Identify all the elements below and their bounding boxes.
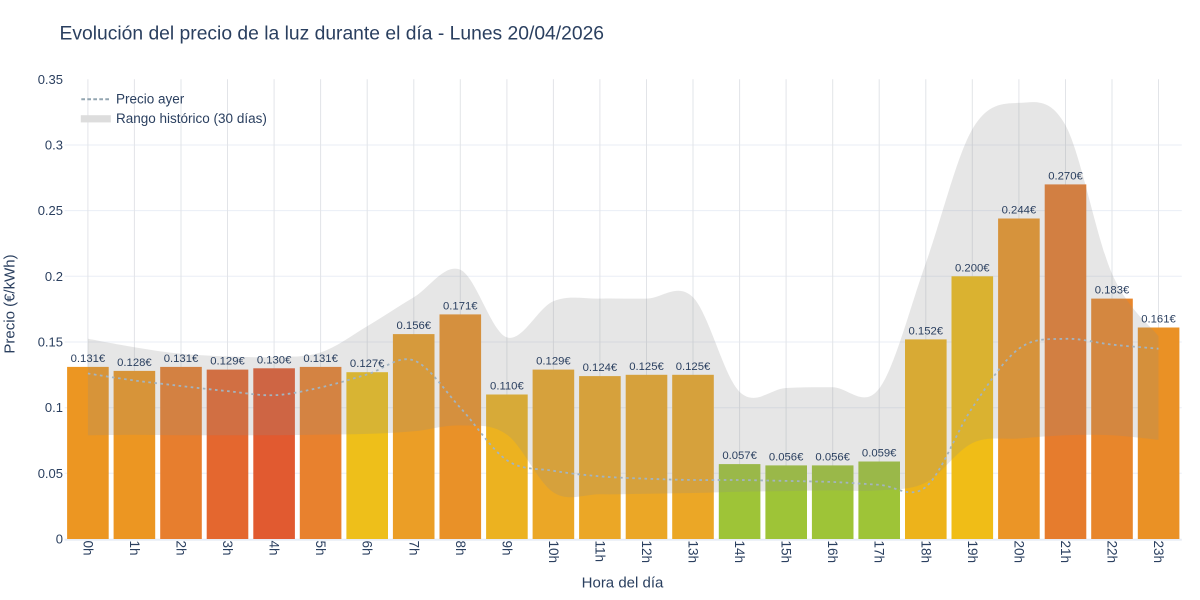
svg-text:15h: 15h	[779, 541, 794, 564]
svg-text:0.15: 0.15	[38, 335, 63, 350]
svg-text:0.2: 0.2	[45, 269, 63, 284]
svg-text:23h: 23h	[1151, 541, 1166, 564]
svg-text:0h: 0h	[80, 541, 95, 556]
svg-text:9h: 9h	[499, 541, 514, 556]
svg-text:0.161€: 0.161€	[1141, 314, 1176, 326]
svg-text:0.171€: 0.171€	[443, 300, 478, 312]
svg-text:17h: 17h	[872, 541, 887, 564]
svg-text:0.130€: 0.130€	[257, 354, 292, 366]
svg-text:21h: 21h	[1058, 541, 1073, 564]
svg-text:0.124€: 0.124€	[583, 362, 618, 374]
svg-text:0.057€: 0.057€	[722, 450, 757, 462]
svg-text:19h: 19h	[965, 541, 980, 564]
svg-text:0.1: 0.1	[45, 400, 63, 415]
svg-text:0.129€: 0.129€	[210, 356, 245, 368]
svg-text:0.156€: 0.156€	[397, 320, 432, 332]
svg-text:11h: 11h	[592, 541, 607, 563]
svg-text:0.05: 0.05	[38, 466, 63, 481]
svg-text:20h: 20h	[1011, 541, 1026, 564]
svg-text:0.152€: 0.152€	[909, 325, 944, 337]
svg-text:13h: 13h	[686, 541, 701, 564]
svg-text:14h: 14h	[732, 541, 747, 564]
svg-text:0.131€: 0.131€	[164, 353, 199, 365]
svg-text:12h: 12h	[639, 541, 654, 564]
svg-text:Precio ayer: Precio ayer	[116, 92, 185, 107]
svg-text:7h: 7h	[406, 541, 421, 556]
svg-text:0.056€: 0.056€	[769, 451, 804, 463]
svg-text:0.059€: 0.059€	[862, 448, 897, 460]
svg-text:0.056€: 0.056€	[815, 451, 850, 463]
svg-text:22h: 22h	[1105, 541, 1120, 564]
svg-text:8h: 8h	[453, 541, 468, 556]
svg-text:0.128€: 0.128€	[117, 357, 152, 369]
svg-text:0.125€: 0.125€	[676, 361, 711, 373]
svg-text:6h: 6h	[360, 541, 375, 556]
svg-text:0.200€: 0.200€	[955, 262, 990, 274]
svg-text:0: 0	[56, 532, 63, 547]
svg-text:0.131€: 0.131€	[303, 353, 338, 365]
svg-text:0.3: 0.3	[45, 138, 63, 153]
svg-text:0.244€: 0.244€	[1002, 205, 1037, 217]
svg-text:1h: 1h	[127, 541, 142, 556]
svg-text:0.131€: 0.131€	[71, 353, 106, 365]
svg-text:4h: 4h	[267, 541, 282, 556]
svg-text:Rango histórico (30 días): Rango histórico (30 días)	[116, 111, 267, 126]
svg-text:5h: 5h	[313, 541, 328, 556]
svg-text:0.25: 0.25	[38, 203, 63, 218]
svg-text:18h: 18h	[918, 541, 933, 564]
svg-text:10h: 10h	[546, 541, 561, 564]
svg-text:16h: 16h	[825, 541, 840, 564]
svg-text:Hora del día: Hora del día	[582, 574, 664, 591]
svg-text:0.183€: 0.183€	[1095, 285, 1130, 297]
svg-text:0.125€: 0.125€	[629, 361, 664, 373]
svg-text:0.127€: 0.127€	[350, 358, 385, 370]
svg-text:3h: 3h	[220, 541, 235, 556]
svg-text:Evolución del precio de la luz: Evolución del precio de la luz durante e…	[60, 24, 605, 45]
svg-text:0.110€: 0.110€	[490, 381, 524, 393]
svg-text:0.270€: 0.270€	[1048, 170, 1083, 182]
svg-text:0.129€: 0.129€	[536, 356, 571, 368]
svg-text:0.35: 0.35	[38, 72, 63, 87]
svg-text:2h: 2h	[174, 541, 189, 556]
svg-text:Precio (€/kWh): Precio (€/kWh)	[2, 254, 19, 353]
